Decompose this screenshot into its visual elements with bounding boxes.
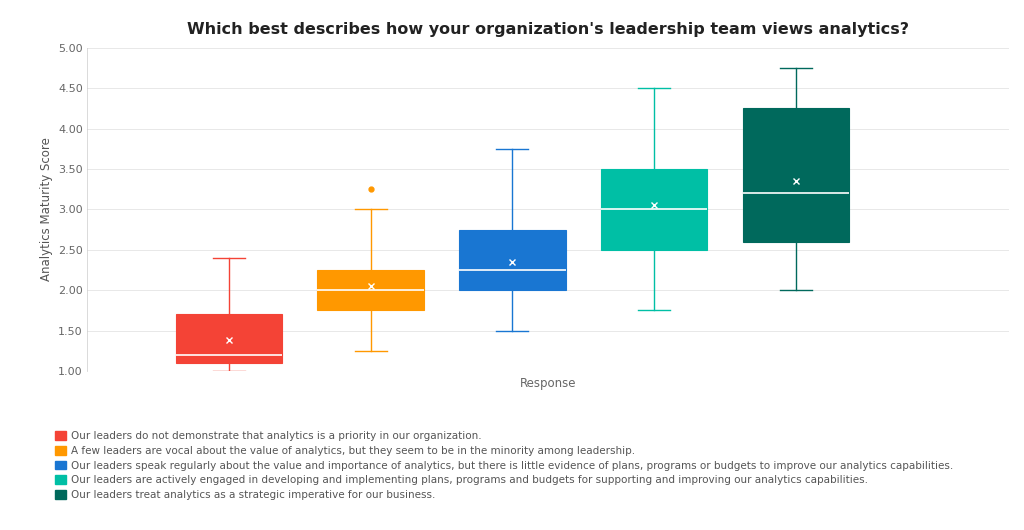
Legend: Our leaders do not demonstrate that analytics is a priority in our organization.: Our leaders do not demonstrate that anal… xyxy=(55,431,953,500)
Bar xyxy=(459,229,565,290)
Bar xyxy=(742,108,849,242)
Bar xyxy=(317,270,424,311)
Y-axis label: Analytics Maturity Score: Analytics Maturity Score xyxy=(40,137,52,281)
Bar xyxy=(601,169,708,250)
Bar xyxy=(176,314,282,363)
Title: Which best describes how your organization's leadership team views analytics?: Which best describes how your organizati… xyxy=(186,22,909,37)
X-axis label: Response: Response xyxy=(519,376,577,390)
